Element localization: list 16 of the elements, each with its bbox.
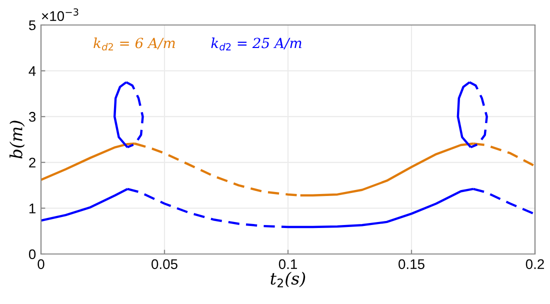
y-axis-title: b(m) bbox=[10, 120, 25, 159]
x-tick-label: 0.15 bbox=[398, 259, 424, 270]
y-tick-label: 3 bbox=[28, 112, 36, 122]
y-tick-label: 4 bbox=[28, 66, 36, 76]
x-tick-label: 0.2 bbox=[526, 259, 544, 270]
text: k$_{d2}$ = 6 A/m bbox=[94, 38, 175, 50]
x-axis-title: t$_{2}$(s) bbox=[270, 272, 306, 288]
x-tick-label: 0 bbox=[38, 259, 44, 270]
y-tick-label: 2 bbox=[29, 158, 36, 168]
y-tick-label: 0 bbox=[28, 249, 36, 260]
y-tick-label: 1 bbox=[29, 204, 36, 214]
y-tick-label: 5 bbox=[28, 20, 36, 30]
text: k$_{d2}$ = 25 A/m bbox=[211, 38, 302, 50]
x-tick-label: 0.05 bbox=[152, 259, 178, 270]
text: ×10$^{−3}$ bbox=[42, 8, 78, 22]
x-tick-label: 0.1 bbox=[278, 259, 297, 270]
